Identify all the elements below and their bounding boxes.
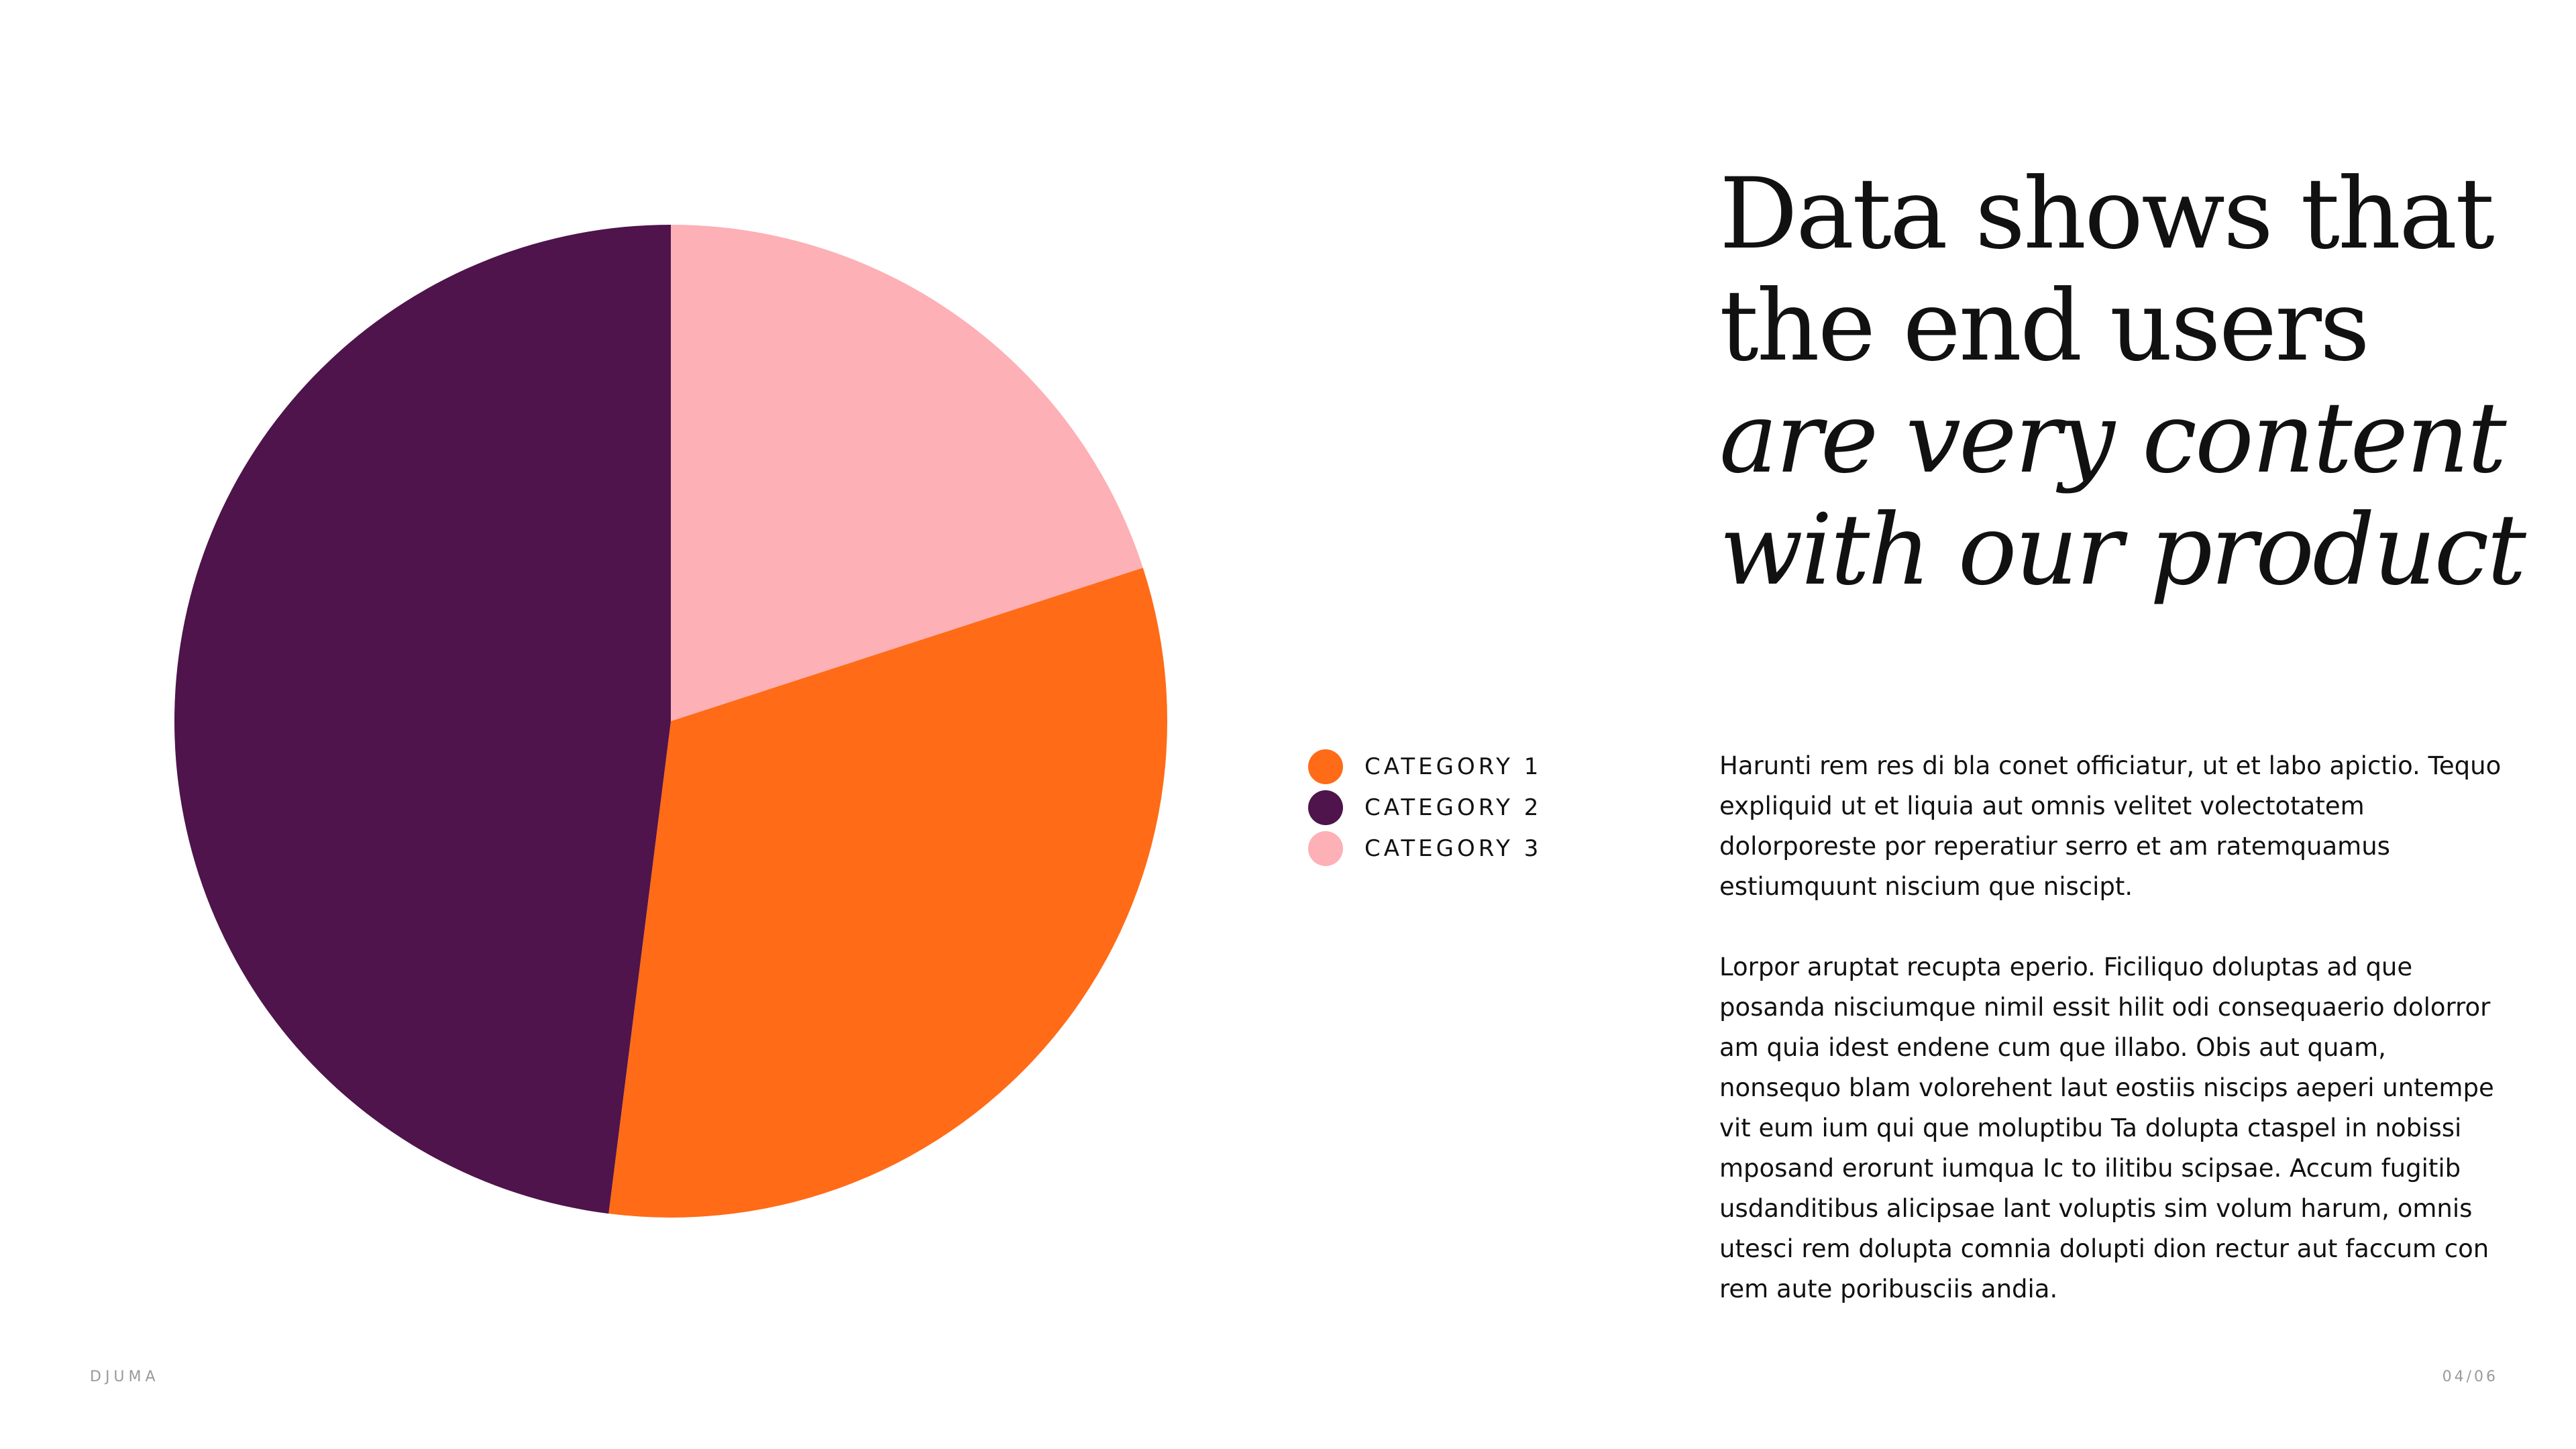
pie-slice-category-3 (671, 225, 1143, 721)
pie-slice-category-2 (174, 225, 671, 1214)
page-number: 04/06 (2442, 1368, 2498, 1385)
headline-line-3: are very content (1719, 381, 2507, 495)
legend-label-category-1: CATEGORY 1 (1364, 753, 1542, 780)
footer-brand: DJUMA (90, 1368, 160, 1385)
legend-label-category-2: CATEGORY 2 (1364, 794, 1542, 821)
legend-swatch-category-1 (1308, 749, 1343, 784)
headline-line-1: Data shows that (1719, 157, 2495, 271)
chart-legend: CATEGORY 1 CATEGORY 2 CATEGORY 3 (1308, 746, 1542, 869)
legend-item-category-3: CATEGORY 3 (1308, 828, 1542, 869)
body-text: Harunti rem res di bla conet officiatur,… (1719, 746, 2511, 1350)
legend-item-category-2: CATEGORY 2 (1308, 787, 1542, 828)
legend-swatch-category-3 (1308, 830, 1343, 866)
pie-chart (174, 225, 1168, 1218)
legend-item-category-1: CATEGORY 1 (1308, 746, 1542, 787)
headline-line-4: with our product (1719, 493, 2526, 607)
headline: Data shows that the end users are very c… (1719, 157, 2526, 607)
body-paragraph-2: Lorpor aruptat recupta eperio. Ficiliquo… (1719, 953, 2494, 1303)
legend-label-category-3: CATEGORY 3 (1364, 835, 1542, 862)
headline-line-2: the end users (1719, 269, 2370, 383)
body-paragraph-1: Harunti rem res di bla conet officiatur,… (1719, 751, 2502, 901)
pie-slice-category-1 (608, 568, 1168, 1218)
legend-swatch-category-2 (1308, 790, 1343, 825)
